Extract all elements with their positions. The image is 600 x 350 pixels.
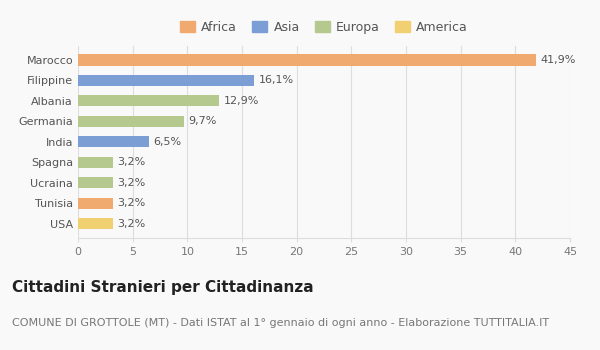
Text: 3,2%: 3,2% [118, 178, 146, 188]
Text: 3,2%: 3,2% [118, 198, 146, 208]
Text: 16,1%: 16,1% [259, 75, 293, 85]
Bar [78, 95, 219, 106]
Text: 6,5%: 6,5% [154, 137, 182, 147]
Text: COMUNE DI GROTTOLE (MT) - Dati ISTAT al 1° gennaio di ogni anno - Elaborazione T: COMUNE DI GROTTOLE (MT) - Dati ISTAT al … [12, 318, 549, 329]
Bar [78, 177, 113, 188]
Bar [78, 136, 149, 147]
Text: 41,9%: 41,9% [541, 55, 576, 65]
Text: 3,2%: 3,2% [118, 157, 146, 167]
Bar [78, 197, 113, 209]
Bar [78, 218, 113, 229]
Legend: Africa, Asia, Europa, America: Africa, Asia, Europa, America [180, 21, 468, 34]
Text: 3,2%: 3,2% [118, 219, 146, 229]
Bar [78, 75, 254, 86]
Bar [78, 54, 536, 65]
Bar [78, 156, 113, 168]
Text: 9,7%: 9,7% [188, 116, 217, 126]
Text: Cittadini Stranieri per Cittadinanza: Cittadini Stranieri per Cittadinanza [12, 280, 314, 295]
Text: 12,9%: 12,9% [223, 96, 259, 106]
Bar [78, 116, 184, 127]
